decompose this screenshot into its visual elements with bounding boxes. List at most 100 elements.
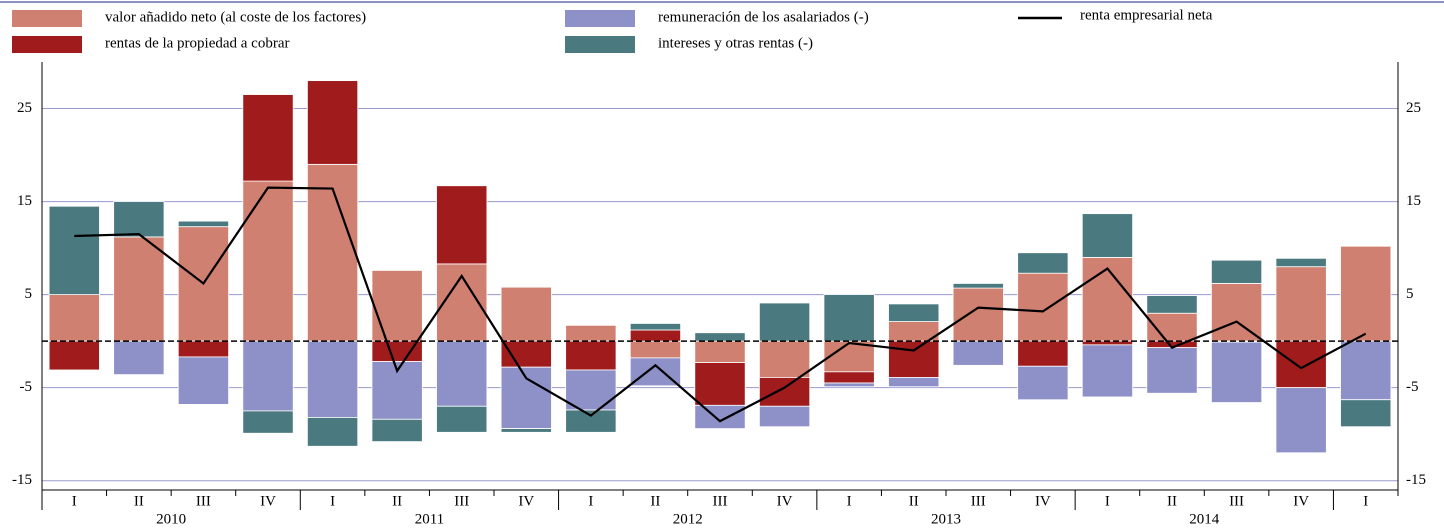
bar-segment (242, 94, 294, 182)
bar-segment (242, 180, 294, 342)
bar-segment (694, 340, 746, 363)
bar-segment (1210, 341, 1263, 403)
bar-segment (629, 323, 682, 331)
bar-segment (436, 340, 488, 407)
bar-segment (306, 163, 359, 342)
bar-segment (371, 270, 423, 342)
bar-segment (694, 332, 746, 342)
legend-label: valor añadido neto (al coste de los fact… (105, 9, 366, 25)
bar-segment (952, 287, 1004, 342)
bar-segment (629, 329, 682, 342)
bar-segment (500, 428, 552, 433)
x-tick-label: I (847, 493, 852, 509)
bar-segment (1275, 387, 1327, 454)
bar-segment (758, 340, 811, 378)
bar-segment (177, 356, 230, 405)
bar-segment (242, 340, 294, 412)
x-tick-label: III (1229, 493, 1244, 509)
bar-segment (1017, 340, 1069, 367)
bar-segment (565, 409, 617, 433)
bar-segment (823, 371, 875, 384)
y-tick-label: 5 (1406, 286, 1414, 302)
year-label: 2010 (156, 511, 186, 527)
bar-segment (888, 377, 940, 388)
bar-segment (952, 340, 1004, 366)
bar-segment (306, 340, 359, 418)
x-tick-label: III (454, 493, 469, 509)
bar-segment (113, 236, 165, 342)
year-label: 2011 (415, 511, 444, 527)
bar-segment (1081, 213, 1134, 258)
bar-segment (823, 382, 875, 388)
legend-label: remuneración de los asalariados (-) (658, 9, 869, 25)
bar-segment (888, 303, 940, 322)
bar-segment (1146, 295, 1198, 314)
y-tick-label: 15 (1406, 193, 1421, 209)
bar-segment (48, 205, 100, 296)
bar-segment (306, 417, 359, 447)
y-tick-label: 25 (1406, 100, 1421, 116)
bar-segment (371, 418, 423, 443)
x-tick-label: I (1105, 493, 1110, 509)
legend-label: intereses y otras rentas (-) (658, 35, 813, 51)
bar-segment (1275, 266, 1327, 342)
bar-segment (1017, 252, 1069, 274)
x-tick-label: IV (1035, 493, 1051, 509)
year-label: 2014 (1189, 511, 1220, 527)
y-tick-label: 15 (17, 193, 32, 209)
legend-swatch (565, 10, 635, 27)
bar-segment (1017, 272, 1069, 342)
x-tick-label: II (134, 493, 144, 509)
bar-segment (177, 340, 230, 358)
x-tick-label: IV (777, 493, 793, 509)
x-tick-label: I (330, 493, 335, 509)
y-tick-label: -15 (12, 472, 32, 488)
x-tick-label: II (1167, 493, 1177, 509)
x-tick-label: II (650, 493, 660, 509)
x-tick-label: IV (518, 493, 534, 509)
bar-segment (1210, 283, 1263, 342)
x-tick-label: III (196, 493, 211, 509)
bar-segment (888, 340, 940, 378)
y-tick-label: -15 (1406, 472, 1426, 488)
bar-segment (758, 405, 811, 428)
legend-swatch (12, 36, 82, 53)
bar-segment (952, 283, 1004, 289)
y-tick-label: 5 (25, 286, 33, 302)
bar-segment (565, 340, 617, 371)
bar-segment (500, 286, 552, 342)
bar-segment (1340, 245, 1392, 342)
bar-segment (306, 80, 359, 165)
line-series (74, 186, 1367, 423)
bar-segment (500, 340, 552, 368)
x-tick-label: III (713, 493, 728, 509)
y-tick-label: -5 (1406, 379, 1419, 395)
bar-segment (1340, 340, 1392, 401)
y-tick-label: -5 (20, 379, 33, 395)
x-tick-label: I (72, 493, 77, 509)
bar-segment (48, 294, 100, 342)
x-tick-label: IV (260, 493, 276, 509)
bar-segment (1275, 257, 1327, 268)
legend-label: rentas de la propiedad a cobrar (105, 35, 290, 51)
bar-segment (1017, 365, 1069, 401)
bar-segment (758, 377, 811, 407)
year-label: 2013 (931, 511, 961, 527)
x-tick-label: I (588, 493, 593, 509)
bar-segment (436, 185, 488, 265)
bar-segment (113, 340, 165, 376)
legend-label: renta empresarial neta (1080, 7, 1213, 23)
bar-segment (823, 294, 875, 342)
bar-segment (1146, 347, 1198, 394)
bar-segment (565, 369, 617, 411)
bar-segment (694, 404, 746, 429)
x-tick-label: III (971, 493, 986, 509)
bar-segment (694, 362, 746, 406)
x-tick-label: IV (1293, 493, 1309, 509)
bar-segment (436, 405, 488, 433)
bar-segment (113, 201, 165, 238)
legend-swatch (565, 36, 635, 53)
bar-segment (1081, 344, 1134, 398)
year-label: 2012 (673, 511, 703, 527)
